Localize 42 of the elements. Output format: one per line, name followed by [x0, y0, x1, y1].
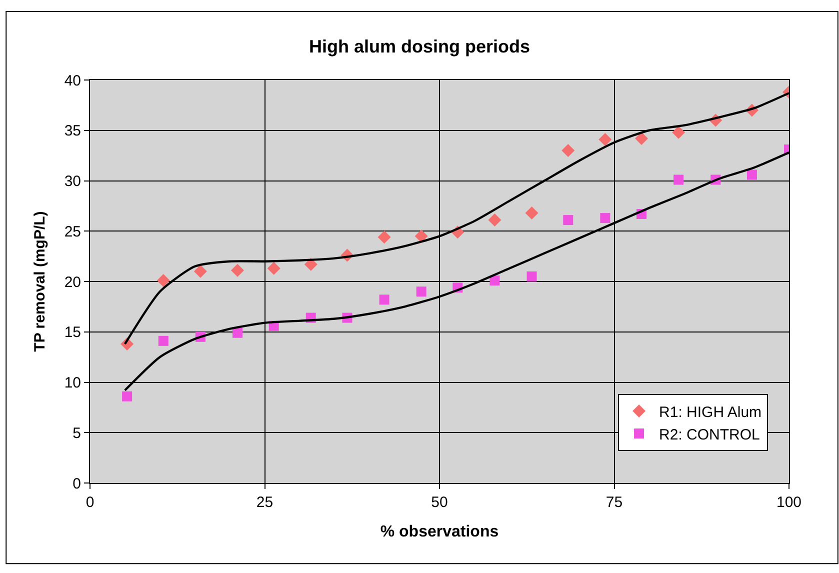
legend-label: R2: CONTROL: [659, 426, 760, 444]
x-tick-label: 75: [606, 494, 623, 511]
point: [230, 264, 244, 277]
y-tick-label: 5: [72, 424, 81, 442]
point: [416, 286, 426, 297]
x-tick-label: 0: [86, 494, 94, 511]
y-tick-label: 20: [64, 274, 81, 291]
y-tick-label: 10: [64, 374, 81, 392]
point: [562, 144, 575, 158]
point: [598, 132, 612, 146]
point: [600, 213, 610, 224]
point: [674, 174, 684, 185]
point: [232, 328, 242, 338]
point: [156, 274, 170, 287]
point: [526, 271, 537, 282]
y-tick-label: 35: [64, 122, 81, 140]
point: [635, 132, 648, 145]
point: [672, 126, 686, 139]
point: [525, 206, 538, 220]
point: [490, 275, 500, 286]
chart-title: High alum dosing periods: [308, 36, 530, 57]
y-tick-label: 30: [64, 173, 81, 190]
point: [378, 230, 391, 244]
point: [563, 215, 574, 226]
y-tick-label: 15: [64, 324, 81, 342]
x-tick-label: 100: [776, 494, 802, 511]
point: [194, 264, 207, 278]
legend-label: R1: HIGH Alum: [659, 404, 762, 421]
x-axis-title: % observations: [380, 524, 499, 541]
point: [379, 294, 390, 305]
y-axis-title: TP removal (mgP/L): [32, 211, 49, 352]
point: [122, 391, 132, 402]
point: [158, 336, 168, 346]
point: [267, 262, 280, 275]
y-tick-label: 40: [64, 72, 81, 90]
point: [746, 170, 757, 180]
x-tick-label: 25: [256, 494, 274, 511]
y-tick-label: 0: [72, 475, 81, 492]
y-tick-label: 25: [64, 223, 81, 240]
point: [414, 230, 428, 243]
x-tick-label: 50: [431, 494, 448, 511]
point: [488, 214, 502, 227]
